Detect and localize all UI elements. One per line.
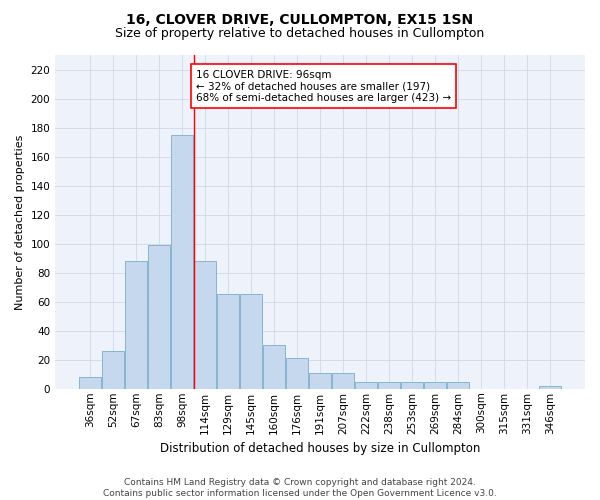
Bar	[332, 373, 354, 389]
Bar	[263, 345, 285, 389]
Bar	[240, 294, 262, 389]
Y-axis label: Number of detached properties: Number of detached properties	[15, 134, 25, 310]
Text: Size of property relative to detached houses in Cullompton: Size of property relative to detached ho…	[115, 28, 485, 40]
Bar	[539, 386, 561, 389]
Text: Contains HM Land Registry data © Crown copyright and database right 2024.
Contai: Contains HM Land Registry data © Crown c…	[103, 478, 497, 498]
Bar	[148, 245, 170, 389]
Bar	[217, 294, 239, 389]
Bar	[194, 261, 216, 389]
Bar	[102, 351, 124, 389]
Bar	[125, 261, 147, 389]
Bar	[378, 382, 400, 389]
Bar	[355, 382, 377, 389]
Bar	[401, 382, 423, 389]
X-axis label: Distribution of detached houses by size in Cullompton: Distribution of detached houses by size …	[160, 442, 480, 455]
Bar	[79, 377, 101, 389]
Bar	[171, 135, 193, 389]
Bar	[286, 358, 308, 389]
Bar	[424, 382, 446, 389]
Text: 16 CLOVER DRIVE: 96sqm
← 32% of detached houses are smaller (197)
68% of semi-de: 16 CLOVER DRIVE: 96sqm ← 32% of detached…	[196, 70, 451, 102]
Bar	[309, 373, 331, 389]
Bar	[447, 382, 469, 389]
Text: 16, CLOVER DRIVE, CULLOMPTON, EX15 1SN: 16, CLOVER DRIVE, CULLOMPTON, EX15 1SN	[127, 12, 473, 26]
